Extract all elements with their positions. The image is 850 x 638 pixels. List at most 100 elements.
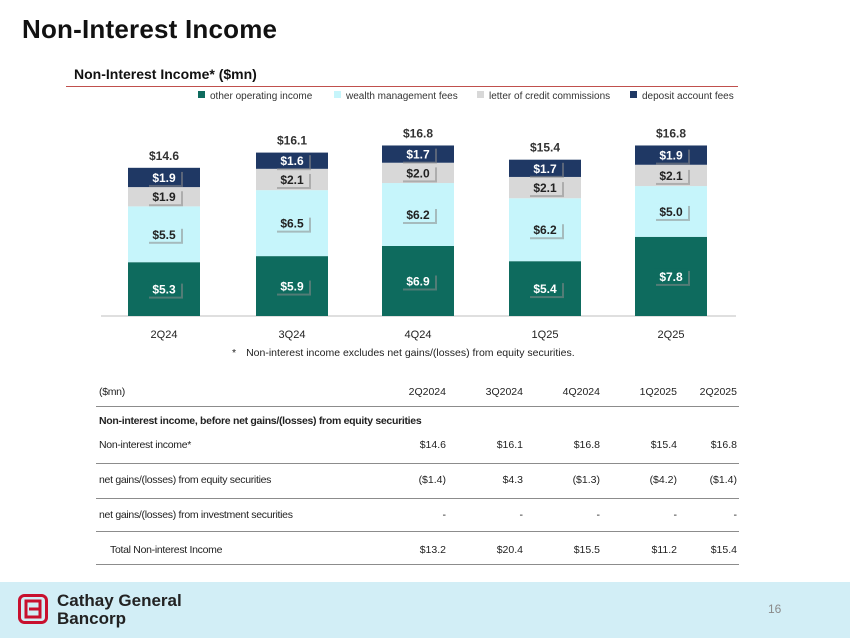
data-label-text: $5.4	[533, 282, 557, 296]
data-label-other-operating-income: $6.9	[401, 273, 437, 291]
stacked-bar-chart: $5.3 $5.5 $1.9 $1.9 $14.6 2Q24 $5.9 $6.5 $2.1 $1.…	[101, 126, 736, 341]
table-cell: $14.6	[419, 439, 446, 451]
table-row: net gains/(losses) from investment secur…	[96, 499, 739, 532]
bar-total-label: $16.1	[277, 134, 307, 148]
footnote-text: Non-interest income excludes net gains/(…	[246, 347, 575, 359]
data-label-other-operating-income: $5.9	[275, 278, 311, 296]
chart-footnote: * Non-interest income excludes net gains/…	[232, 347, 575, 359]
data-label-text: $1.9	[659, 149, 683, 163]
table-column-header: 4Q2024	[562, 386, 600, 398]
table-column-header: 3Q2024	[485, 386, 523, 398]
chart-legend: other operating income wealth management…	[0, 91, 850, 105]
data-label-letter-of-credit-commissions: $1.9	[147, 189, 183, 207]
bar-total-label: $16.8	[403, 126, 433, 140]
data-label-other-operating-income: $7.8	[654, 268, 690, 286]
legend-item-other-operating-income: other operating income	[198, 91, 312, 102]
data-label-deposit-account-fees: $1.7	[401, 146, 437, 164]
data-label-text: $1.7	[406, 148, 430, 162]
x-tick-label: 2Q25	[658, 329, 685, 341]
table-section-label: Non-interest income, before net gains/(l…	[99, 415, 422, 427]
x-tick-label: 3Q24	[279, 329, 306, 341]
footnote-marker: *	[232, 347, 237, 359]
table-cell: -	[519, 509, 524, 521]
data-label-wealth-management-fees: $6.2	[401, 207, 437, 224]
legend-label-other-operating-income: other operating income	[210, 91, 313, 102]
table-section-row: Non-interest income, before net gains/(l…	[96, 407, 739, 435]
data-label-text: $5.9	[280, 280, 304, 294]
legend-item-letter-of-credit-commissions: letter of credit commissions	[477, 91, 610, 102]
data-label-letter-of-credit-commissions: $2.1	[528, 180, 564, 198]
table-row-total: Total Non-interest Income $13.2 $20.4 $1…	[96, 532, 739, 565]
table-cell: ($1.4)	[418, 474, 446, 486]
data-label-letter-of-credit-commissions: $2.0	[401, 165, 437, 183]
data-label-text: $1.9	[152, 171, 176, 185]
table-cell: $16.8	[710, 439, 737, 451]
data-label-wealth-management-fees: $5.5	[147, 226, 183, 244]
bar-total-label: $16.8	[656, 126, 686, 140]
table-cell: ($1.4)	[709, 474, 737, 486]
table-cell: ($4.2)	[649, 474, 677, 486]
non-interest-income-table: ($mn) 2Q2024 3Q2024 4Q2024 1Q2025 2Q2025…	[96, 380, 739, 565]
data-label-text: $5.3	[152, 283, 176, 297]
data-label-text: $7.8	[659, 270, 683, 284]
table-cell: $13.2	[419, 544, 446, 556]
data-label-text: $1.7	[533, 162, 557, 176]
data-label-text: $6.2	[533, 223, 557, 237]
data-label-other-operating-income: $5.4	[528, 281, 564, 299]
data-label-wealth-management-fees: $5.0	[654, 203, 690, 221]
data-label-deposit-account-fees: $1.6	[275, 153, 311, 171]
footer: Cathay General Bancorp 16	[0, 582, 850, 638]
table-cell: $4.3	[502, 474, 523, 486]
table-cell: $11.2	[651, 544, 678, 556]
table-cell: $15.5	[573, 544, 600, 556]
x-tick-label: 2Q24	[151, 329, 178, 341]
table-row: net gains/(losses) from equity securitie…	[96, 464, 739, 499]
table-column-header: 1Q2025	[639, 386, 677, 398]
legend-label-letter-of-credit-commissions: letter of credit commissions	[489, 91, 611, 102]
table-cell: -	[733, 509, 738, 521]
data-label-text: $6.9	[406, 274, 430, 288]
table-column-header: 2Q2024	[408, 386, 446, 398]
table-cell: $16.1	[496, 439, 523, 451]
table-row-label: net gains/(losses) from equity securitie…	[99, 474, 272, 486]
legend-swatch-other-operating-income	[198, 91, 205, 98]
x-tick-label: 1Q25	[532, 329, 559, 341]
data-label-text: $2.1	[533, 181, 557, 195]
data-label-wealth-management-fees: $6.2	[528, 222, 564, 240]
table-cell: $15.4	[710, 544, 737, 556]
legend-label-wealth-management-fees: wealth management fees	[346, 91, 458, 102]
data-label-deposit-account-fees: $1.9	[654, 147, 690, 165]
bar-total-label: $15.4	[530, 141, 560, 155]
data-label-deposit-account-fees: $1.9	[147, 169, 183, 187]
table-cell: $16.8	[573, 439, 600, 451]
data-label-text: $1.6	[280, 154, 304, 168]
data-label-text: $2.0	[406, 166, 430, 180]
page-number: 16	[768, 602, 782, 616]
data-label-other-operating-income: $5.3	[147, 281, 183, 299]
brand-name-line1: Cathay General	[57, 591, 182, 610]
table-unit-label: ($mn)	[99, 386, 125, 398]
title-rule	[66, 86, 738, 87]
data-label-text: $6.2	[406, 208, 430, 222]
legend-swatch-deposit-account-fees	[630, 91, 637, 98]
legend-swatch-letter-of-credit-commissions	[477, 91, 484, 98]
data-label-wealth-management-fees: $6.5	[275, 215, 311, 233]
table-cell: $15.4	[650, 439, 677, 451]
legend-item-wealth-management-fees: wealth management fees	[334, 91, 458, 102]
data-label-letter-of-credit-commissions: $2.1	[275, 171, 311, 189]
legend-swatch-wealth-management-fees	[334, 91, 341, 98]
chart-title: Non-Interest Income* ($mn)	[74, 66, 257, 82]
table-row-label: Total Non-interest Income	[110, 544, 223, 556]
table-cell: $20.4	[496, 544, 523, 556]
data-label-text: $2.1	[280, 173, 304, 187]
data-label-text: $2.1	[659, 169, 683, 183]
table-row-label: net gains/(losses) from investment secur…	[99, 509, 293, 521]
x-tick-label: 4Q24	[405, 329, 432, 341]
table-row: Non-interest income* $14.6 $16.1 $16.8 $…	[96, 435, 739, 464]
data-label-text: $6.5	[280, 217, 304, 231]
table-row-label: Non-interest income*	[99, 439, 192, 451]
table-cell: -	[673, 509, 678, 521]
page-title: Non-Interest Income	[22, 14, 278, 44]
table-cell: -	[442, 509, 447, 521]
data-label-text: $1.9	[152, 190, 176, 204]
